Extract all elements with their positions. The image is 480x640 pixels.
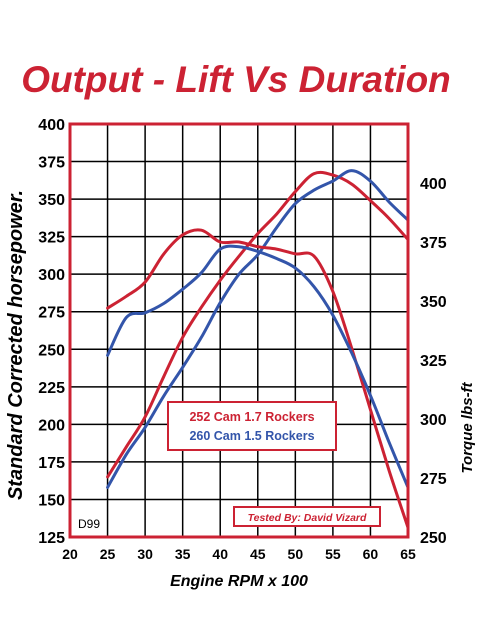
x-tick-30: 30 bbox=[137, 546, 153, 562]
tested-by-label: Tested By: David Vizard bbox=[248, 512, 367, 524]
series-line-horsepower-252-cam bbox=[106, 170, 410, 479]
y-axis-label-left: Standard Corrected horsepower. bbox=[5, 190, 27, 500]
x-tick-60: 60 bbox=[363, 546, 379, 562]
legend-entry-260-cam: 260 Cam 1.5 Rockers bbox=[189, 429, 314, 443]
series-lines bbox=[106, 169, 410, 530]
x-tick-50: 50 bbox=[288, 546, 304, 562]
y-left-tick-125: 125 bbox=[38, 530, 65, 547]
y-right-tick-400: 400 bbox=[420, 176, 447, 193]
y-left-tick-200: 200 bbox=[38, 417, 65, 434]
x-tick-labels: 20 25 30 35 40 45 50 55 60 65 bbox=[62, 546, 416, 562]
x-tick-20: 20 bbox=[62, 546, 78, 562]
y-left-tick-400: 400 bbox=[38, 117, 65, 134]
y-right-tick-325: 325 bbox=[420, 353, 447, 370]
x-tick-55: 55 bbox=[325, 546, 341, 562]
corner-label: D99 bbox=[78, 517, 100, 531]
y-right-tick-275: 275 bbox=[420, 471, 447, 488]
y-left-tick-225: 225 bbox=[38, 380, 65, 397]
y-left-tick-375: 375 bbox=[38, 155, 65, 172]
y-left-tick-250: 250 bbox=[38, 342, 65, 359]
y-axis-label-right: Torque lbs-ft bbox=[459, 381, 476, 473]
y-right-tick-labels: 250 275 300 325 350 375 400 bbox=[420, 176, 447, 547]
series-line-torque-260-cam bbox=[106, 244, 410, 489]
y-left-tick-150: 150 bbox=[38, 492, 65, 509]
tested-by-box bbox=[233, 506, 381, 527]
x-tick-45: 45 bbox=[250, 546, 266, 562]
y-right-tick-375: 375 bbox=[420, 235, 447, 252]
y-left-tick-300: 300 bbox=[38, 267, 65, 284]
legend-box bbox=[167, 401, 337, 451]
x-tick-25: 25 bbox=[100, 546, 116, 562]
chart-title: Output - Lift Vs Duration bbox=[21, 59, 451, 100]
series-line-torque-252-cam bbox=[106, 228, 410, 530]
x-axis-label: Engine RPM x 100 bbox=[170, 573, 308, 590]
y-left-tick-325: 325 bbox=[38, 230, 65, 247]
y-left-tick-labels: 125 150 175 200 225 250 275 300 325 350 375 400 bbox=[38, 117, 65, 547]
x-tick-65: 65 bbox=[400, 546, 416, 562]
y-right-tick-350: 350 bbox=[420, 294, 447, 311]
y-right-tick-300: 300 bbox=[420, 412, 447, 429]
series-line-horsepower-260-cam bbox=[106, 169, 410, 489]
y-left-tick-350: 350 bbox=[38, 192, 65, 209]
y-right-tick-250: 250 bbox=[420, 530, 447, 547]
plot-frame bbox=[68, 122, 410, 539]
grid-lines bbox=[70, 124, 408, 537]
x-tick-40: 40 bbox=[212, 546, 228, 562]
x-tick-35: 35 bbox=[175, 546, 191, 562]
legend-entry-252-cam: 252 Cam 1.7 Rockers bbox=[189, 410, 314, 424]
y-left-tick-275: 275 bbox=[38, 305, 65, 322]
y-left-tick-175: 175 bbox=[38, 455, 65, 472]
